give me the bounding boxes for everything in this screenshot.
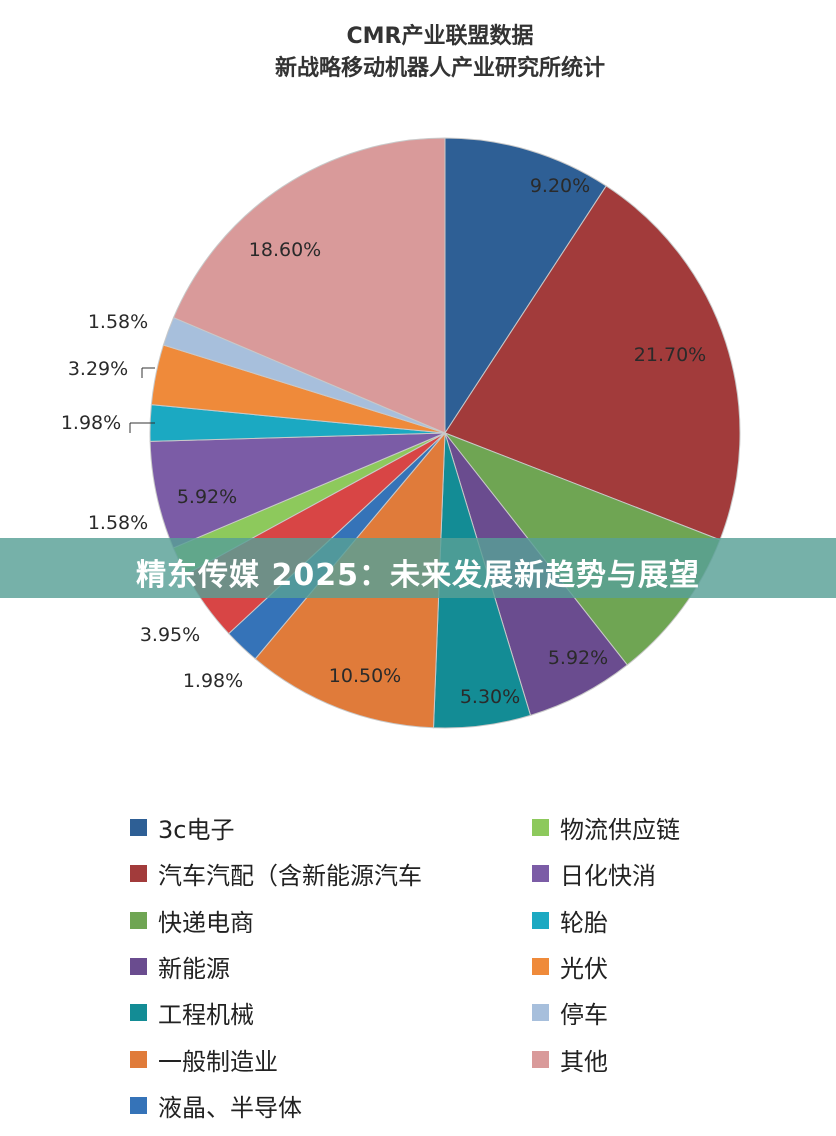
legend-label: 其他 — [560, 1047, 608, 1076]
legend-label: 工程机械 — [158, 1001, 254, 1030]
legend-label: 一般制造业 — [158, 1047, 278, 1076]
legend-swatch — [130, 865, 147, 883]
data-label: 5.92% — [547, 647, 609, 669]
legend-item: 工程机械 — [130, 995, 254, 1030]
legend-item: 一般制造业 — [130, 1042, 278, 1077]
legend-label: 物流供应链 — [560, 816, 680, 844]
legend-item: 其他 — [532, 1042, 608, 1077]
legend-item: 日化快消 — [532, 856, 656, 891]
data-label: 3.29% — [67, 358, 129, 380]
chart-title: CMR产业联盟数据 — [346, 24, 534, 49]
pie-slice — [444, 137, 607, 435]
legend-swatch — [532, 1050, 549, 1068]
legend-label: 光伏 — [560, 954, 608, 983]
data-label: 1.98% — [182, 670, 244, 692]
legend-item: 光伏 — [532, 949, 608, 984]
legend-label: 快递电商 — [158, 908, 254, 937]
chart-subtitle: 新战略移动机器人产业研究所统计 — [274, 56, 605, 81]
data-label: 3.95% — [139, 624, 201, 646]
pie-slice — [172, 137, 446, 434]
data-label: 9.20% — [529, 175, 591, 197]
legend-swatch — [130, 1096, 147, 1114]
legend-item: 液晶、半导体 — [130, 1088, 302, 1123]
legend-swatch — [532, 957, 549, 975]
legend-swatch — [130, 819, 147, 836]
legend-label: 停车 — [560, 1001, 608, 1030]
pie-slice — [444, 185, 741, 541]
legend-swatch — [130, 957, 147, 975]
legend-swatch — [130, 1004, 147, 1022]
legend-swatch — [130, 911, 147, 929]
banner-text: 精东传媒 2025：未来发展新趋势与展望 — [136, 558, 700, 593]
legend-swatch — [532, 911, 549, 929]
data-label: 1.58% — [87, 311, 149, 333]
title-banner: 精东传媒 2025：未来发展新趋势与展望 — [0, 538, 836, 598]
legend-item: 3c电子 — [130, 810, 234, 845]
data-label: 1.98% — [60, 412, 122, 434]
legend-swatch — [130, 1050, 147, 1068]
data-label: 18.60% — [248, 239, 322, 261]
legend-item: 新能源 — [130, 949, 230, 984]
legend-item: 轮胎 — [532, 903, 608, 938]
legend-label: 日化快消 — [560, 862, 656, 891]
legend-label: 轮胎 — [560, 908, 608, 937]
legend-item: 汽车汽配（含新能源汽车 — [130, 856, 422, 891]
legend-item: 物流供应链 — [532, 810, 680, 845]
data-label: 1.58% — [87, 512, 149, 534]
data-label: 21.70% — [633, 344, 707, 366]
legend-label: 汽车汽配（含新能源汽车 — [158, 862, 422, 891]
legend-swatch — [532, 819, 549, 836]
legend-item: 快递电商 — [130, 903, 254, 938]
data-label: 10.50% — [328, 665, 402, 687]
legend-swatch — [532, 1004, 549, 1022]
legend-swatch — [532, 865, 549, 883]
legend-label: 新能源 — [158, 954, 230, 983]
legend-label: 3c电子 — [158, 816, 235, 844]
legend-label: 液晶、半导体 — [158, 1093, 302, 1122]
legend-item: 停车 — [532, 995, 608, 1030]
data-label: 5.92% — [176, 486, 238, 508]
data-label: 5.30% — [459, 686, 521, 708]
